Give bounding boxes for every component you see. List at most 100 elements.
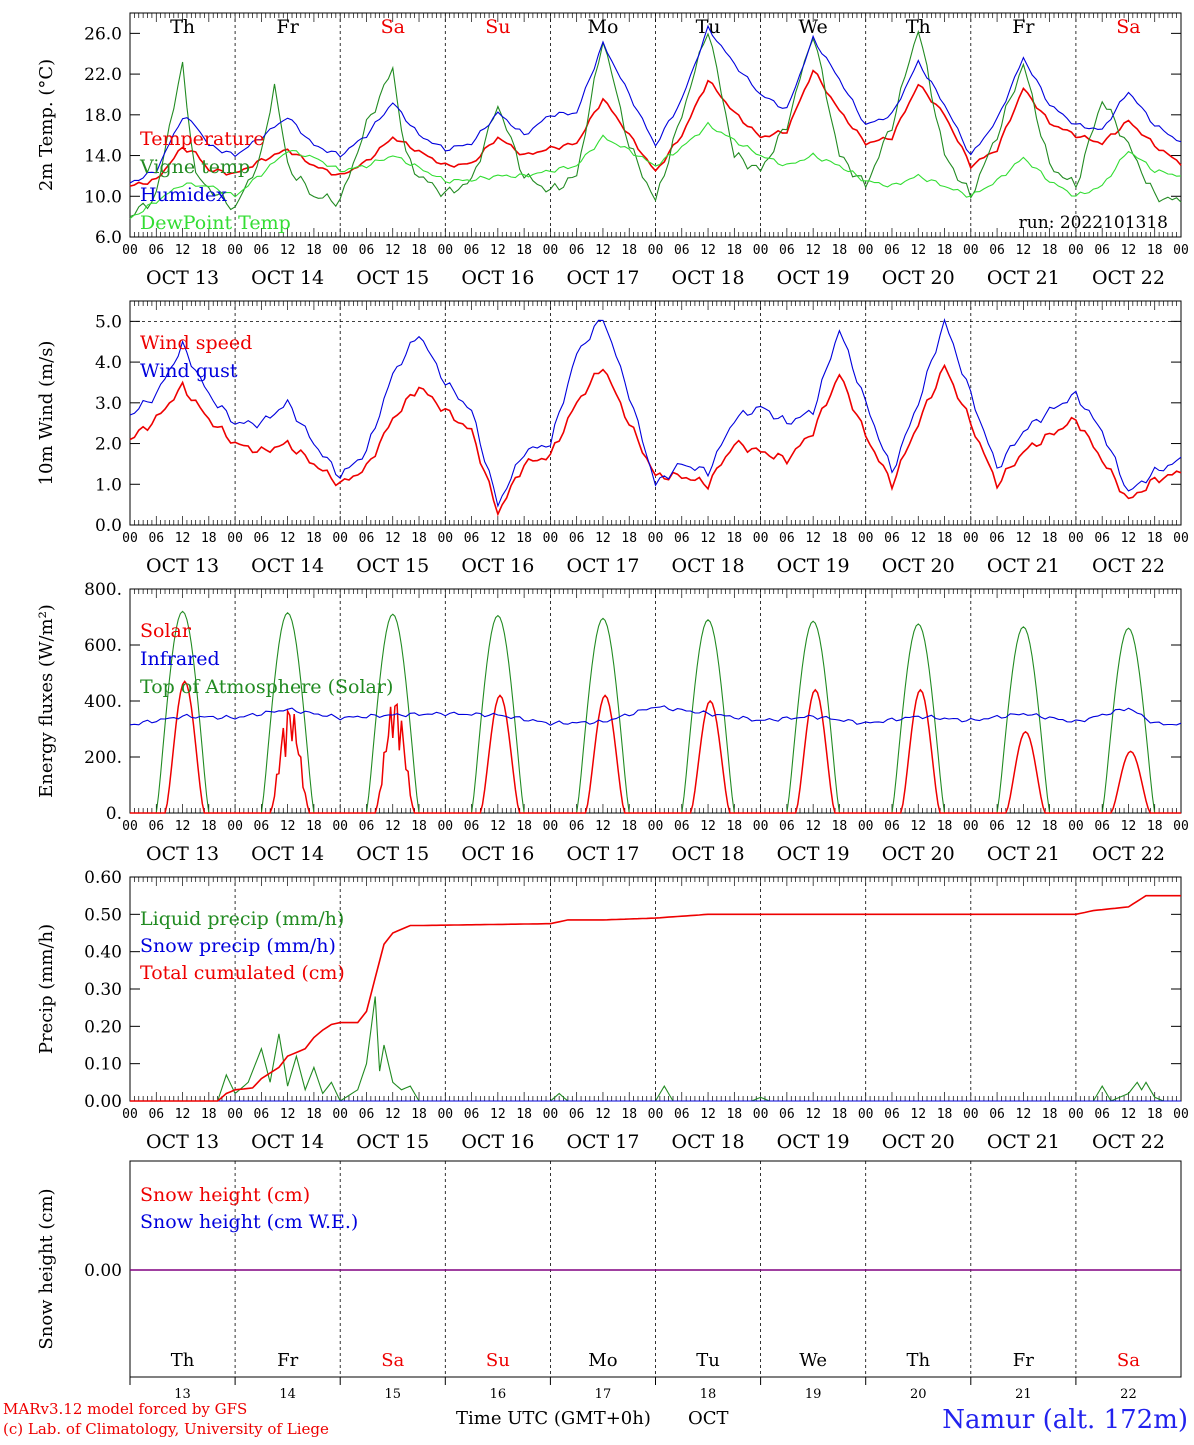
precip-hour-label: 12 [1016, 1107, 1032, 1122]
energy-hour-label: 12 [280, 819, 296, 834]
temperature-hour-label: 06 [359, 243, 375, 258]
energy-hour-label: 06 [779, 819, 795, 834]
wind-hour-label: 00 [753, 531, 769, 546]
temperature-hour-label: 06 [989, 243, 1005, 258]
energy-legend-entry: Infrared [140, 648, 220, 670]
precip-date-label: OCT 16 [461, 1131, 534, 1153]
wind-hour-label: 12 [385, 531, 401, 546]
wind-series-wind-gust [129, 318, 1182, 508]
temperature-hour-label: 06 [779, 243, 795, 258]
precip-legend-entry: Liquid precip (mm/h) [140, 908, 344, 930]
energy-hour-label: 12 [700, 819, 716, 834]
precip-y-axis-title: Precip (mm/h) [36, 924, 57, 1054]
energy-series-solar [130, 680, 1181, 814]
temperature-hour-label: 12 [1121, 243, 1137, 258]
wind-y-tick-label: 5.0 [95, 312, 122, 332]
temperature-legend-entry: DewPoint Temp [140, 212, 291, 234]
precip-hour-label: 18 [516, 1107, 532, 1122]
wind-date-label: OCT 17 [566, 555, 639, 577]
precip-hour-label: 18 [411, 1107, 427, 1122]
wind-legend-entry: Wind speed [140, 332, 252, 354]
precip-y-tick-label: 0.30 [84, 980, 122, 1000]
precip-hour-label: 06 [148, 1107, 164, 1122]
energy-hour-label: 06 [254, 819, 270, 834]
temperature-y-tick-label: 26.0 [84, 24, 122, 44]
day-name-label: Fr [277, 16, 300, 38]
wind-hour-label: 18 [621, 531, 637, 546]
wind-hour-label: 18 [726, 531, 742, 546]
wind-hour-label: 06 [1094, 531, 1110, 546]
wind-hour-label: 18 [937, 531, 953, 546]
wind-hour-label: 12 [490, 531, 506, 546]
precip-hour-label: 12 [1121, 1107, 1137, 1122]
day-number-label: 13 [174, 1387, 191, 1402]
snow-y-axis-title: Snow height (cm) [36, 1188, 57, 1349]
wind-hour-label: 18 [306, 531, 322, 546]
wind-hour-label: 12 [700, 531, 716, 546]
temperature-hour-label: 06 [884, 243, 900, 258]
wind-hour-label: 06 [779, 531, 795, 546]
wind-hour-label: 00 [437, 531, 453, 546]
temperature-hour-label: 06 [674, 243, 690, 258]
day-number-label: 17 [595, 1387, 612, 1402]
wind-hour-label: 18 [1042, 531, 1058, 546]
snow-legend-entry: Snow height (cm) [140, 1184, 310, 1206]
temperature-hour-label: 18 [306, 243, 322, 258]
energy-date-label: OCT 13 [146, 843, 219, 865]
wind-hour-label: 18 [1147, 531, 1163, 546]
wind-hour-label: 18 [201, 531, 217, 546]
day-number-label: 14 [279, 1387, 296, 1402]
precip-hour-label: 18 [1042, 1107, 1058, 1122]
energy-hour-label: 00 [963, 819, 979, 834]
energy-hour-label: 12 [1121, 819, 1137, 834]
wind-hour-label: 00 [332, 531, 348, 546]
wind-y-tick-label: 1.0 [95, 475, 122, 495]
wind-legend-entry: Wind gust [140, 360, 238, 382]
wind-date-label: OCT 14 [251, 555, 324, 577]
energy-date-label: OCT 20 [882, 843, 955, 865]
wind-hour-label: 00 [543, 531, 559, 546]
energy-date-label: OCT 21 [987, 843, 1060, 865]
temperature-hour-label: 18 [516, 243, 532, 258]
precip-y-tick-label: 0.10 [84, 1055, 122, 1075]
temperature-hour-label: 00 [1173, 243, 1189, 258]
precip-hour-label: 06 [884, 1107, 900, 1122]
energy-hour-label: 18 [726, 819, 742, 834]
temperature-hour-label: 12 [700, 243, 716, 258]
snow-day-name-label: Su [486, 1350, 510, 1371]
energy-hour-label: 06 [989, 819, 1005, 834]
energy-date-label: OCT 14 [251, 843, 324, 865]
precip-hour-label: 06 [254, 1107, 270, 1122]
temperature-hour-label: 12 [805, 243, 821, 258]
temperature-hour-label: 12 [595, 243, 611, 258]
energy-series-infrared [129, 705, 1182, 726]
energy-hour-label: 12 [385, 819, 401, 834]
temperature-hour-label: 00 [227, 243, 243, 258]
precip-date-label: OCT 17 [566, 1131, 639, 1153]
precip-date-label: OCT 20 [882, 1131, 955, 1153]
wind-hour-label: 06 [989, 531, 1005, 546]
footer-credit-line: (c) Lab. of Climatology, University of L… [3, 1420, 329, 1438]
energy-hour-label: 00 [1173, 819, 1189, 834]
energy-hour-label: 06 [1094, 819, 1110, 834]
snow-day-name-label: Sa [381, 1350, 404, 1371]
precip-hour-label: 18 [621, 1107, 637, 1122]
temperature-series-temperature [129, 69, 1182, 187]
energy-legend-entry: Solar [140, 620, 192, 642]
wind-hour-label: 00 [1068, 531, 1084, 546]
energy-hour-label: 00 [648, 819, 664, 834]
temperature-date-label: OCT 14 [251, 267, 324, 289]
wind-date-label: OCT 16 [461, 555, 534, 577]
energy-y-tick-label: 800. [84, 580, 122, 600]
temperature-hour-label: 12 [385, 243, 401, 258]
temperature-legend-entry: Humidex [140, 184, 227, 206]
wind-date-label: OCT 19 [777, 555, 850, 577]
x-axis-month: OCT [688, 1408, 729, 1429]
energy-date-label: OCT 19 [777, 843, 850, 865]
energy-date-label: OCT 15 [356, 843, 429, 865]
energy-panel: 00 06 12 18 00 06 12 18 00 06 12 18 00 06 12 18 00 06 12 18… [36, 580, 1189, 865]
precip-panel: 00 06 12 18 00 06 12 18 00 06 12 18 00 06 12 18 00 06 12 18… [36, 868, 1189, 1153]
run-label: run: 2022101318 [1019, 213, 1168, 233]
snow-day-name-label: Mo [588, 1350, 617, 1371]
